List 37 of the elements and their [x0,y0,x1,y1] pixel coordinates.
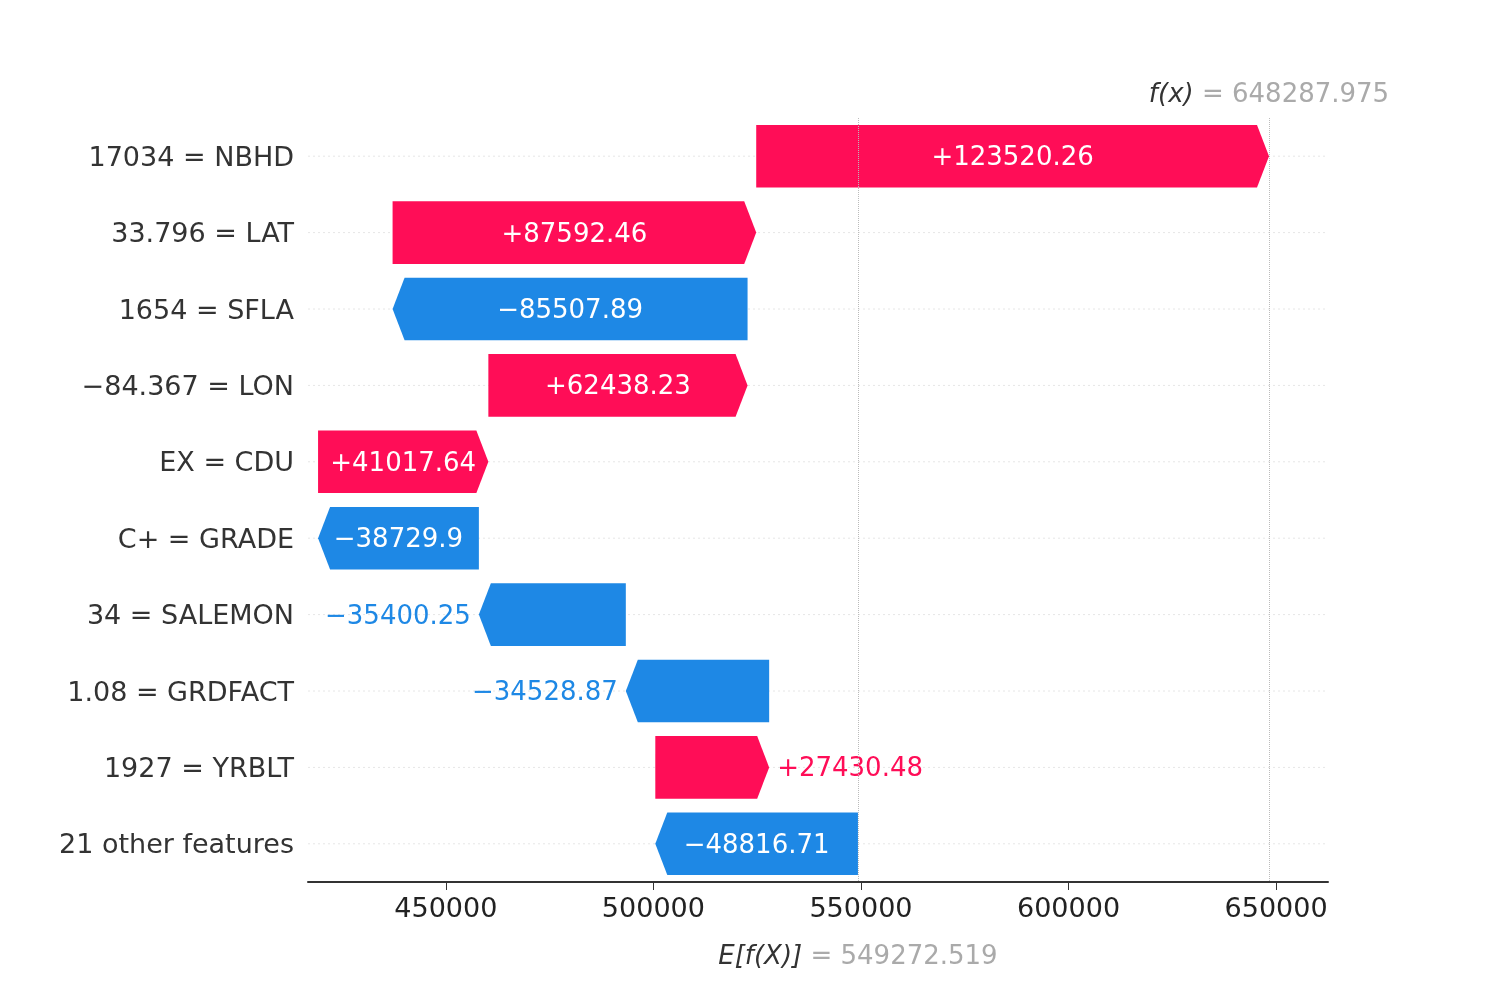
y-tick-label: 21 other features [59,828,294,860]
bar [318,506,479,570]
x-tick-label: 550000 [809,892,913,923]
bar [655,736,770,799]
data-label: +62438.23 [545,370,691,401]
x-tick-label: 600000 [1017,892,1121,923]
data-label: −34528.87 [471,676,618,706]
data-label: +123520.26 [931,141,1094,172]
bar [392,201,757,264]
bar [392,277,748,341]
y-tick-label: 17034 = NBHD [88,140,294,172]
x-tick-label: 500000 [601,892,705,923]
data-label: +41017.64 [330,446,477,477]
x-tick-label: 650000 [1224,892,1328,923]
bar [478,583,626,646]
ref-line-label: E[f(X)] = 549272.519 [718,940,998,970]
x-tick-label: 450000 [394,892,498,923]
data-label: −38729.9 [333,523,464,554]
data-label: +87592.46 [501,217,648,248]
y-tick-label: EX = CDU [159,446,294,478]
y-tick-label: 1.08 = GRDFACT [67,675,295,707]
ref-line-label: f(x) = 648287.975 [1148,78,1390,108]
data-label: −35400.25 [325,599,471,630]
data-label: −85507.89 [497,294,643,324]
y-tick-label: 34 = SALEMON [86,599,294,631]
y-tick-label: 1927 = YRBLT [103,751,295,783]
y-tick-label: C+ = GRADE [117,522,294,554]
data-label: −48816.71 [683,828,830,859]
bar [625,659,770,723]
y-tick-label: −84.367 = LON [81,369,294,401]
y-tick-label: 1654 = SFLA [118,293,295,325]
bar [655,812,858,876]
bar [756,124,1269,188]
y-tick-label: 33.796 = LAT [111,217,295,249]
bar [318,430,489,494]
data-label: +27430.48 [777,752,924,783]
bar [488,354,748,417]
